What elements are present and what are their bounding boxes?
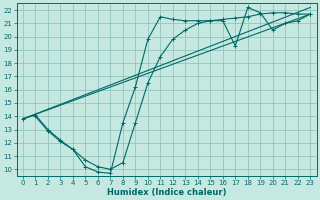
X-axis label: Humidex (Indice chaleur): Humidex (Indice chaleur) [107, 188, 226, 197]
